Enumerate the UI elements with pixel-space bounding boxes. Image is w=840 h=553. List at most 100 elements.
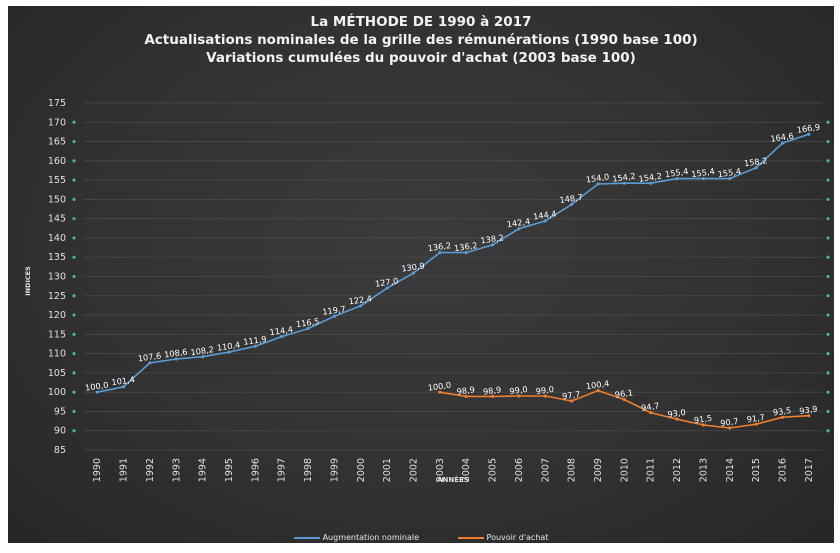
y-dot-left-110	[72, 352, 76, 356]
series-0-point-1992	[148, 361, 152, 365]
y-dot-right-150	[826, 197, 830, 201]
series-1-label-2011: 94,7	[641, 400, 660, 412]
legend-label-purchasing-power: Pouvoir d'achat	[486, 533, 549, 542]
series-0-label-1992: 107,6	[137, 350, 162, 363]
series-0-point-2002	[411, 271, 416, 275]
series-0-label-1998: 116,5	[295, 316, 320, 329]
series-0-point-2003	[438, 250, 442, 255]
series-1-label-2008: 97,7	[561, 389, 580, 401]
x-tick-label-2002: 2002	[408, 458, 419, 482]
chart-title-line-1: La MÉTHODE DE 1990 à 2017	[310, 14, 532, 30]
x-axis-title: ANNÉES	[437, 475, 469, 484]
series-0-label-2012: 155,4	[664, 166, 689, 179]
series-1-label-2016: 93,5	[772, 405, 791, 417]
x-tick-label-2009: 2009	[593, 458, 604, 482]
series-0-label-2007: 144,4	[533, 208, 558, 221]
series-0-label-1995: 110,4	[216, 340, 241, 353]
y-tick-label-110: 110	[48, 349, 66, 360]
series-1-label-2010: 96,1	[614, 387, 633, 399]
y-tick-label-115: 115	[48, 329, 66, 340]
series-0-point-2005	[490, 243, 495, 247]
y-tick-label-165: 165	[48, 137, 66, 148]
series-0-point-2017	[807, 132, 811, 136]
series-1-label-2013: 91,5	[693, 413, 712, 425]
x-tick-label-1997: 1997	[277, 458, 288, 482]
y-tick-label-95: 95	[54, 406, 66, 417]
series-0-point-2006	[517, 227, 521, 231]
y-dot-right-140	[826, 236, 830, 240]
y-dot-left-90	[72, 429, 76, 433]
series-0-point-1991	[121, 385, 126, 389]
series-0-label-2017: 166,9	[796, 122, 821, 135]
y-tick-label-145: 145	[48, 214, 66, 225]
y-tick-label-120: 120	[48, 310, 66, 321]
series-0-point-2009	[596, 182, 600, 186]
y-tick-label-125: 125	[48, 291, 66, 302]
x-tick-label-1991: 1991	[119, 458, 130, 482]
series-0-label-2001: 127,0	[374, 276, 399, 289]
y-tick-label-140: 140	[48, 233, 66, 244]
y-dot-right-145	[826, 217, 830, 221]
y-dot-left-165	[72, 139, 76, 144]
series-1-label-2009: 100,4	[585, 378, 610, 391]
legend-label-nominal: Augmentation nominale	[322, 533, 419, 542]
series-1-label-2007: 99,0	[535, 384, 554, 396]
series-1-point-2012	[675, 417, 679, 421]
chart-legend: Augmentation nominale Pouvoir d'achat	[8, 533, 834, 542]
y-tick-label-150: 150	[48, 194, 66, 205]
y-tick-label-135: 135	[48, 252, 66, 263]
series-1-label-2015: 91,7	[746, 412, 765, 424]
x-tick-label-2005: 2005	[488, 458, 499, 482]
y-dot-right-90	[826, 429, 830, 433]
series-1-label-2012: 93,0	[667, 407, 686, 419]
x-tick-label-2006: 2006	[514, 458, 525, 482]
x-tick-label-1994: 1994	[198, 458, 209, 482]
line-chart: 85 90 95 100 105 110 115 120 125 130 135 140 145 150 1…	[24, 98, 830, 484]
series-1-label-2005: 98,9	[482, 384, 501, 396]
series-0-point-1999	[332, 314, 336, 318]
series-0-label-2014: 155,4	[717, 166, 742, 179]
x-tick-label-1992: 1992	[145, 458, 156, 482]
x-tick-label-2012: 2012	[672, 458, 683, 482]
y-dot-right-130	[826, 274, 830, 279]
series-0-label-1991: 101,4	[111, 374, 136, 387]
x-tick-label-2007: 2007	[540, 458, 551, 482]
y-dot-left-105	[72, 371, 76, 375]
series-0-label-2008: 148,7	[559, 192, 584, 205]
y-dot-left-115	[72, 332, 76, 336]
x-tick-label-1999: 1999	[329, 458, 340, 482]
series-1-label-2003: 100,0	[427, 380, 452, 393]
series-1-point-2003	[438, 390, 442, 394]
x-tick-label-1990: 1990	[92, 458, 103, 482]
series-1-point-2017	[807, 414, 811, 418]
series-0-label-2003: 136,2	[427, 240, 452, 253]
legend-entry-purchasing-power: Pouvoir d'achat	[457, 533, 549, 542]
series-0-label-2006: 142,4	[506, 216, 531, 229]
x-tick-label-2008: 2008	[567, 458, 578, 482]
series-0-point-1998	[306, 326, 310, 331]
y-dot-left-170	[72, 120, 76, 124]
series-1-point-2007	[543, 394, 547, 398]
series-1-label-2017: 93,9	[799, 403, 818, 415]
series-0-point-2012	[675, 176, 679, 181]
series-0-label-2011: 154,2	[638, 171, 663, 184]
y-dot-right-105	[826, 371, 830, 375]
y-dot-left-145	[72, 217, 76, 221]
x-tick-label-2001: 2001	[382, 458, 393, 482]
x-tick-label-1998: 1998	[303, 458, 314, 482]
y-dot-right-120	[826, 313, 830, 317]
legend-swatch-nominal	[293, 536, 320, 539]
y-dot-right-115	[826, 332, 830, 336]
y-dot-right-170	[826, 120, 830, 124]
y-dot-left-120	[72, 313, 76, 317]
x-tick-label-2014: 2014	[725, 458, 736, 482]
y-dot-right-110	[826, 352, 830, 356]
series-0-label-2013: 155,4	[691, 166, 716, 179]
series-0-label-2015: 158,2	[743, 155, 768, 168]
series-0-point-2010	[622, 181, 626, 185]
series-0-label-2010: 154,2	[612, 171, 637, 184]
x-tick-label-2017: 2017	[804, 458, 815, 482]
x-tick-label-1995: 1995	[224, 458, 235, 482]
y-tick-label-170: 170	[48, 117, 66, 128]
series-1-point-2008	[570, 399, 574, 403]
